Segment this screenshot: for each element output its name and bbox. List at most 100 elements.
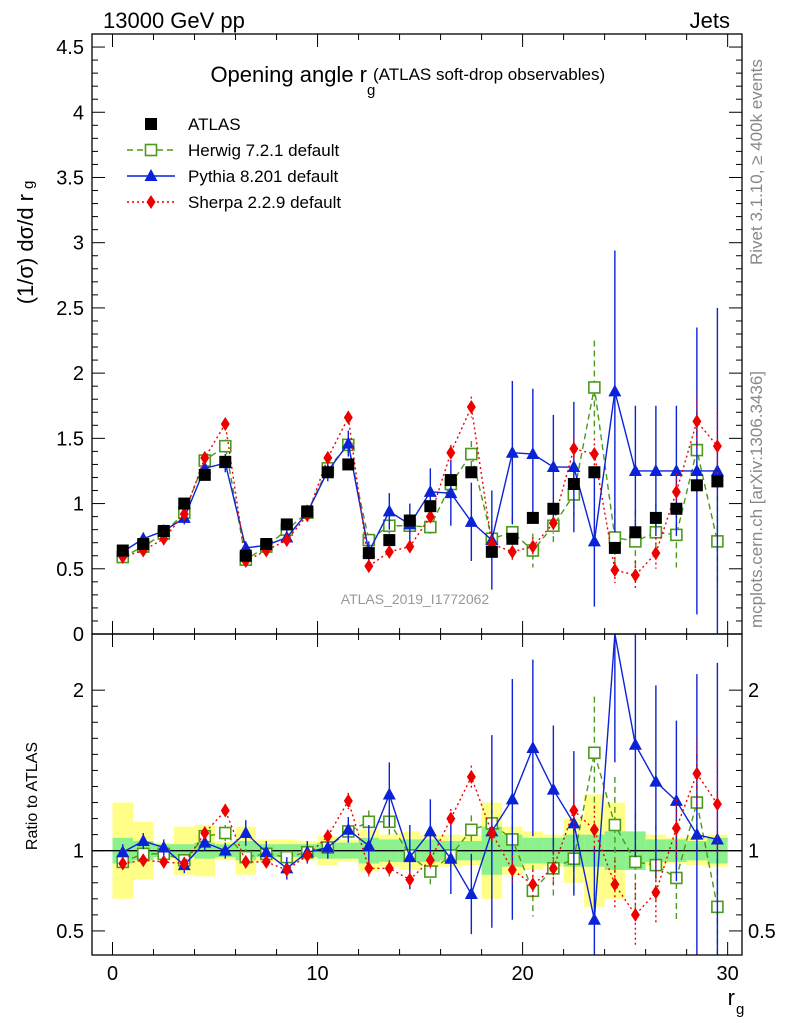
main-data-point <box>444 486 458 499</box>
ratio-data-point <box>465 823 478 837</box>
main-data-point <box>485 545 498 558</box>
legend-marker <box>144 169 158 181</box>
ratio-data-point <box>548 861 558 876</box>
main-series-line <box>122 391 718 554</box>
main-y-tick-label: 2.5 <box>56 298 84 320</box>
ratio-data-point <box>218 843 232 856</box>
main-data-point <box>587 534 601 547</box>
main-y-tick-label: 0 <box>73 624 84 646</box>
chart-title-note: (ATLAS soft-drop observables) <box>373 65 605 84</box>
main-data-point <box>506 532 519 545</box>
analysis-watermark: ATLAS_2019_I1772062 <box>341 591 490 607</box>
main-series-3 <box>118 395 722 590</box>
main-series-0 <box>116 455 724 562</box>
main-data-point <box>384 544 394 559</box>
main-y-tick-label: 4 <box>73 102 84 124</box>
ratio-data-point <box>382 787 396 800</box>
main-data-point <box>179 507 189 521</box>
main-data-point <box>588 381 601 394</box>
ratio-data-point <box>425 853 435 868</box>
ratio-data-point <box>629 855 642 869</box>
ratio-data-point <box>692 766 702 781</box>
legend-label: Pythia 8.201 default <box>188 167 339 186</box>
ratio-data-point <box>423 824 437 837</box>
ratio-plot-frame <box>91 633 743 956</box>
ratio-data-point <box>218 826 232 840</box>
main-data-point <box>507 544 517 559</box>
main-data-point <box>608 384 622 397</box>
main-data-point <box>444 474 457 487</box>
ratio-data-point <box>526 740 540 753</box>
main-data-point <box>630 568 640 583</box>
main-data-point <box>116 544 129 557</box>
x-tick-label: 20 <box>511 963 533 985</box>
ratio-data-point <box>321 840 335 853</box>
main-data-point <box>364 559 374 574</box>
main-data-point <box>690 479 703 492</box>
main-data-point <box>567 478 580 490</box>
ratio-y-axis-label: Ratio to ATLAS <box>24 742 41 850</box>
main-data-point <box>548 516 558 531</box>
main-data-point <box>198 468 211 481</box>
main-data-point <box>711 475 724 488</box>
rivet-version-text: Rivet 3.1.10, ≥ 400k events <box>747 59 766 265</box>
main-data-point <box>610 563 620 578</box>
ratio-data-point <box>630 907 640 922</box>
ratio-data-point <box>405 872 415 887</box>
ratio-y-tick-label-right: 2 <box>748 680 759 702</box>
x-axis-label: r <box>728 985 735 1010</box>
ratio-series-line <box>122 633 718 920</box>
main-y-tick-label: 4.5 <box>56 37 84 59</box>
ratio-data-point <box>159 854 169 869</box>
ratio-data-point <box>323 829 333 844</box>
main-data-point <box>608 541 621 554</box>
ratio-data-point <box>198 835 212 848</box>
main-y-tick-label: 1.5 <box>56 428 84 450</box>
ratio-data-point <box>302 848 312 863</box>
main-data-point <box>425 509 435 524</box>
chart-title: Opening angle r <box>210 62 367 87</box>
ratio-data-point <box>507 862 517 877</box>
ratio-data-point <box>444 851 458 864</box>
ratio-data-point <box>589 822 599 837</box>
main-data-point <box>219 455 232 468</box>
main-data-point <box>178 497 191 510</box>
main-data-point <box>342 458 355 471</box>
ratio-data-point <box>157 840 171 853</box>
main-data-point <box>690 463 704 476</box>
main-data-point <box>710 463 724 476</box>
main-data-point <box>446 445 456 460</box>
main-data-point <box>423 484 437 497</box>
x-axis-label-subscript: g <box>736 1001 744 1018</box>
main-data-point <box>526 447 540 459</box>
main-data-point <box>220 417 230 431</box>
legend-label: Sherpa 2.2.9 default <box>188 193 341 212</box>
main-data-point <box>669 463 683 476</box>
main-data-point <box>505 445 519 458</box>
main-y-tick-label: 0.5 <box>56 559 84 581</box>
main-data-point <box>671 484 681 499</box>
ratio-data-point <box>118 856 128 871</box>
ratio-data-point <box>710 832 724 845</box>
ratio-data-point <box>505 792 519 805</box>
ratio-data-point <box>628 737 642 750</box>
ratio-plot: 0.5 0.51 12 20 10 20 30 <box>56 633 776 985</box>
ratio-data-point <box>546 782 560 795</box>
ratio-data-point <box>138 853 148 868</box>
main-data-point <box>343 410 353 425</box>
ratio-data-point <box>466 769 476 784</box>
main-data-point <box>282 533 292 548</box>
main-data-point <box>383 534 396 547</box>
legend-label: Herwig 7.2.1 default <box>188 141 339 160</box>
main-data-point <box>301 505 314 518</box>
main-data-point <box>323 450 333 465</box>
ratio-data-point <box>487 826 497 841</box>
ratio-data-point <box>588 746 601 760</box>
main-data-point <box>239 549 252 562</box>
ratio-data-point <box>364 861 374 876</box>
ratio-y-tick-label: 2 <box>73 680 84 702</box>
main-data-point <box>403 514 416 527</box>
ratio-data-point <box>403 850 417 863</box>
ratio-series-2 <box>118 738 722 947</box>
main-data-point <box>466 400 476 415</box>
